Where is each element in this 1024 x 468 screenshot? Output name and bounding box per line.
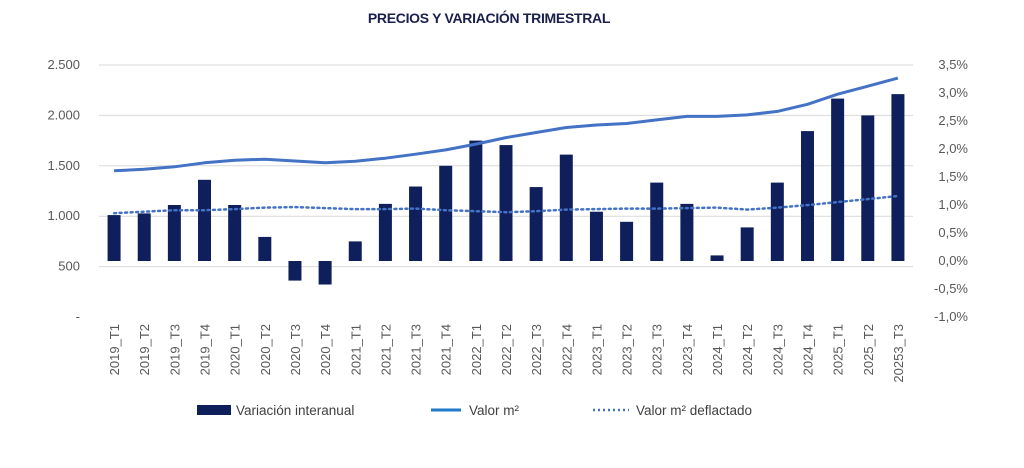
x-tick-label: 2025_T2 (861, 324, 876, 375)
x-tick-label: 2022_T4 (559, 324, 574, 375)
x-tick-label: 2019_T1 (107, 324, 122, 375)
x-tick-label: 2021_T3 (409, 324, 424, 375)
legend: Variación interanual Valor m² Valor m² d… (197, 403, 752, 418)
right-tick-label: -0,5% (934, 281, 968, 296)
x-tick-label: 2021_T2 (378, 324, 393, 375)
bar (288, 261, 302, 281)
left-axis: - 500 1.000 1.500 2.000 2.500 (47, 57, 80, 324)
right-tick-label: 2,5% (938, 113, 968, 128)
right-tick-label: 1,0% (938, 197, 968, 212)
x-tick-label: 2020_T4 (318, 324, 333, 375)
left-tick-label: - (76, 309, 80, 324)
x-tick-label: 2021_T1 (348, 324, 363, 375)
bar (499, 145, 513, 261)
x-tick-label: 2023_T3 (650, 324, 665, 375)
bar (198, 179, 212, 261)
x-tick-label: 2025_T1 (831, 324, 846, 375)
bar (529, 187, 543, 261)
bar (620, 221, 634, 261)
legend-swatch-bar (197, 405, 231, 415)
bar (258, 236, 272, 261)
x-tick-label: 2020_T2 (258, 324, 273, 375)
bar (318, 261, 332, 285)
bar (740, 227, 754, 261)
bar (650, 182, 664, 261)
legend-label-bar: Variación interanual (236, 403, 354, 418)
bar (800, 131, 814, 261)
right-axis: -1,0% -0,5% 0,0% 0,5% 1,0% 1,5% 2,0% 2,5% 3,0% 3,… (934, 57, 968, 324)
right-tick-label: -1,0% (934, 309, 968, 324)
x-tick-label: 2023_T2 (620, 324, 635, 375)
bar-series (107, 94, 905, 285)
bar (861, 115, 875, 262)
right-tick-label: 2,0% (938, 141, 968, 156)
bar (831, 98, 845, 261)
right-tick-label: 3,5% (938, 57, 968, 72)
bar (770, 182, 784, 261)
chart-title: PRECIOS Y VARIACIÓN TRIMESTRAL (368, 9, 611, 26)
line-valor-m2-deflactado (112, 194, 900, 215)
line-series (112, 76, 900, 215)
x-tick-label: 2024_T3 (770, 324, 785, 375)
bar (469, 140, 483, 261)
right-tick-label: 0,0% (938, 253, 968, 268)
x-axis: 2019_T1 2019_T2 2019_T3 2019_T4 2020_T1 2020_… (107, 324, 906, 383)
legend-label-dotted: Valor m² deflactado (636, 403, 752, 418)
left-tick-label: 500 (58, 259, 80, 274)
x-tick-label: 2022_T2 (499, 324, 514, 375)
x-tick-label: 2019_T2 (137, 324, 152, 375)
left-tick-label: 2.000 (47, 107, 80, 122)
bar (409, 186, 423, 261)
bar (891, 94, 905, 262)
bar (107, 215, 121, 261)
left-tick-label: 1.500 (47, 158, 80, 173)
bar (348, 241, 362, 261)
right-tick-label: 0,5% (938, 225, 968, 240)
x-tick-label: 2024_T4 (800, 324, 815, 375)
x-tick-label: 2020_T3 (288, 324, 303, 375)
legend-label-line: Valor m² (469, 403, 520, 418)
x-tick-label: 2019_T3 (167, 324, 182, 375)
x-tick-label: 2024_T2 (740, 324, 755, 375)
bar (559, 154, 573, 261)
x-tick-label: 2022_T1 (469, 324, 484, 375)
right-tick-label: 1,5% (938, 169, 968, 184)
bar (710, 255, 724, 261)
left-tick-label: 1.000 (47, 208, 80, 223)
bar (228, 205, 242, 261)
x-tick-label: 20253_T3 (891, 324, 906, 383)
x-tick-label: 2023_T4 (680, 324, 695, 375)
bar (137, 213, 151, 261)
x-tick-label: 2023_T1 (589, 324, 604, 375)
bar (680, 203, 694, 261)
x-tick-label: 2022_T3 (529, 324, 544, 375)
x-tick-label: 2024_T1 (710, 324, 725, 375)
line-valor-m2 (114, 76, 899, 173)
bar (439, 165, 453, 261)
left-tick-label: 2.500 (47, 57, 80, 72)
x-tick-label: 2020_T1 (228, 324, 243, 375)
bar (167, 205, 181, 261)
bar (589, 211, 603, 261)
x-tick-label: 2021_T4 (439, 324, 454, 375)
bar (378, 203, 392, 261)
x-tick-label: 2019_T4 (198, 324, 213, 375)
right-tick-label: 3,0% (938, 85, 968, 100)
